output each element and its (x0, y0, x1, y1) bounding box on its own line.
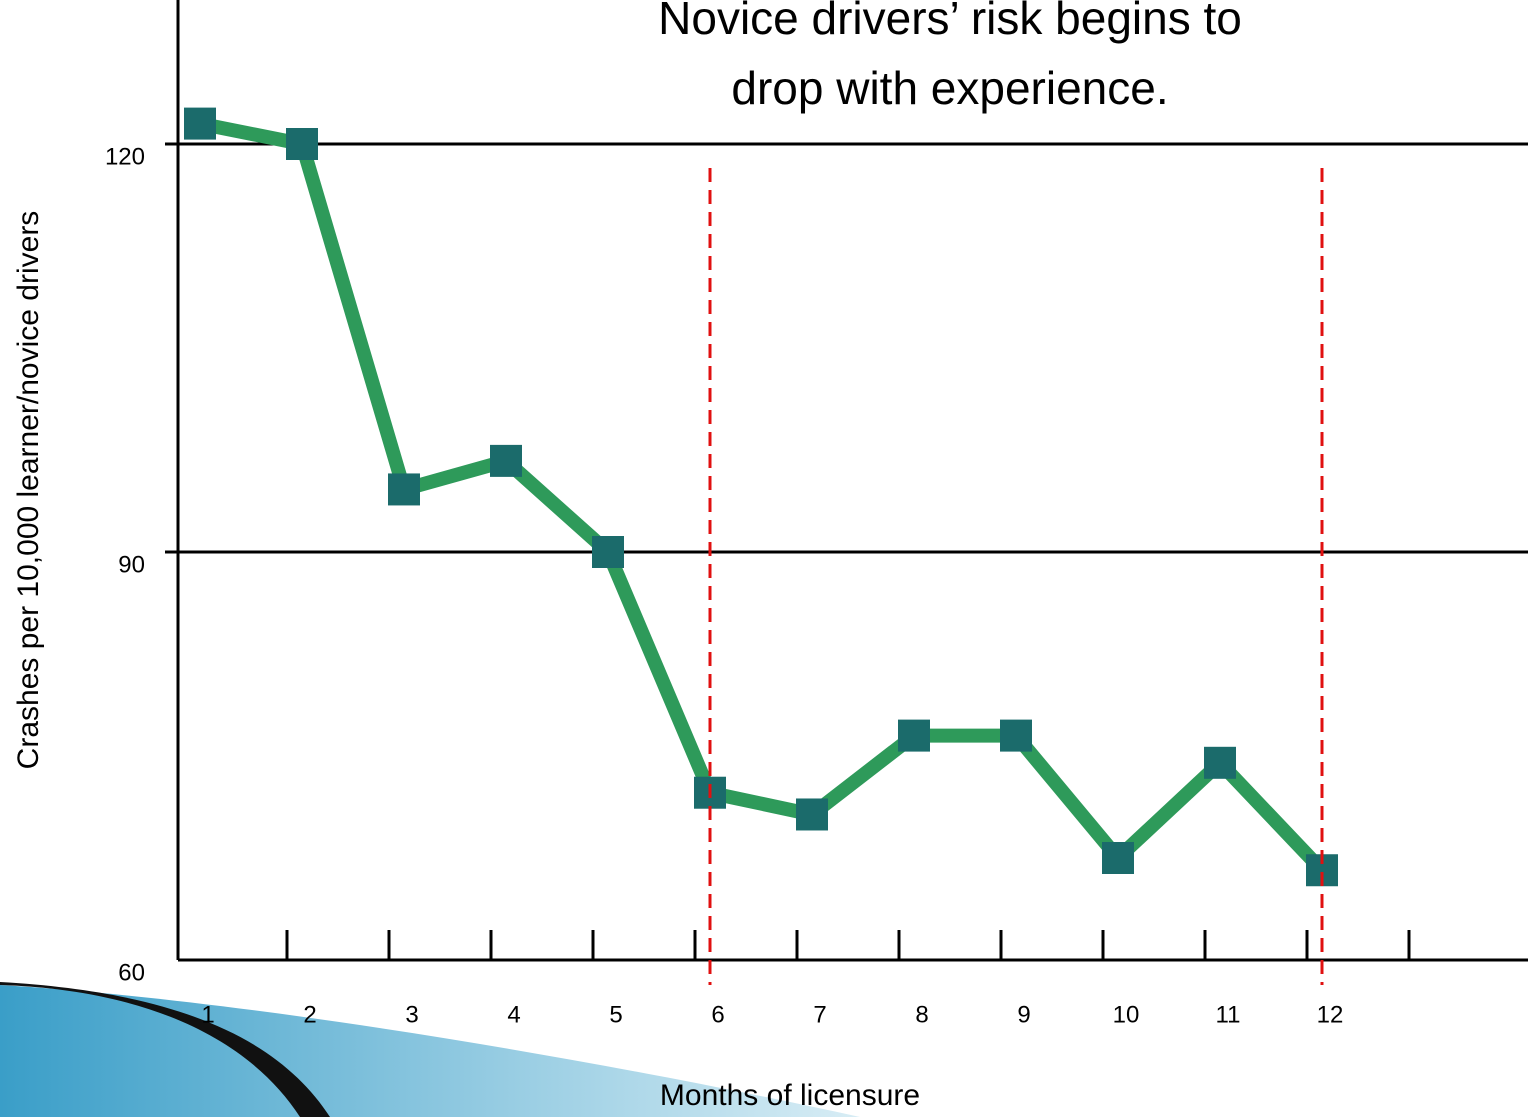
marker (898, 719, 930, 752)
x-tick-label: 9 (1017, 1001, 1030, 1028)
x-tick-label: 12 (1317, 1001, 1344, 1028)
x-tick-label: 2 (303, 1001, 316, 1028)
x-tick-label: 8 (915, 1001, 928, 1028)
marker (490, 444, 522, 477)
x-tick-label: 6 (711, 1001, 724, 1028)
y-axis-label: Crashes per 10,000 learner/novice driver… (12, 211, 45, 770)
marker (1000, 719, 1032, 752)
x-axis-label: Months of licensure (660, 1079, 920, 1112)
x-tick-label: 10 (1113, 1001, 1140, 1028)
marker (592, 536, 624, 568)
marker (184, 107, 216, 140)
y-tick-label: 120 (105, 143, 145, 170)
x-tick-label: 5 (609, 1001, 622, 1028)
x-tick-label: 7 (813, 1001, 826, 1028)
marker (1204, 746, 1236, 779)
chart-title: drop with experience. (731, 62, 1168, 114)
y-tick-label: 90 (118, 551, 145, 578)
x-tick-label: 1 (201, 1001, 214, 1028)
marker (388, 473, 420, 506)
x-tick-label: 3 (405, 1001, 418, 1028)
marker (796, 798, 828, 831)
decor-swoosh-edge (0, 982, 330, 1117)
marker (1102, 842, 1134, 874)
y-tick-label: 60 (118, 959, 145, 986)
chart-title: Novice drivers’ risk begins to (658, 0, 1242, 44)
x-tick-label: 4 (507, 1001, 520, 1028)
series-line (198, 116, 1328, 876)
decor-swoosh (0, 985, 860, 1117)
x-tick-label: 11 (1216, 1001, 1241, 1028)
marker (286, 128, 318, 160)
